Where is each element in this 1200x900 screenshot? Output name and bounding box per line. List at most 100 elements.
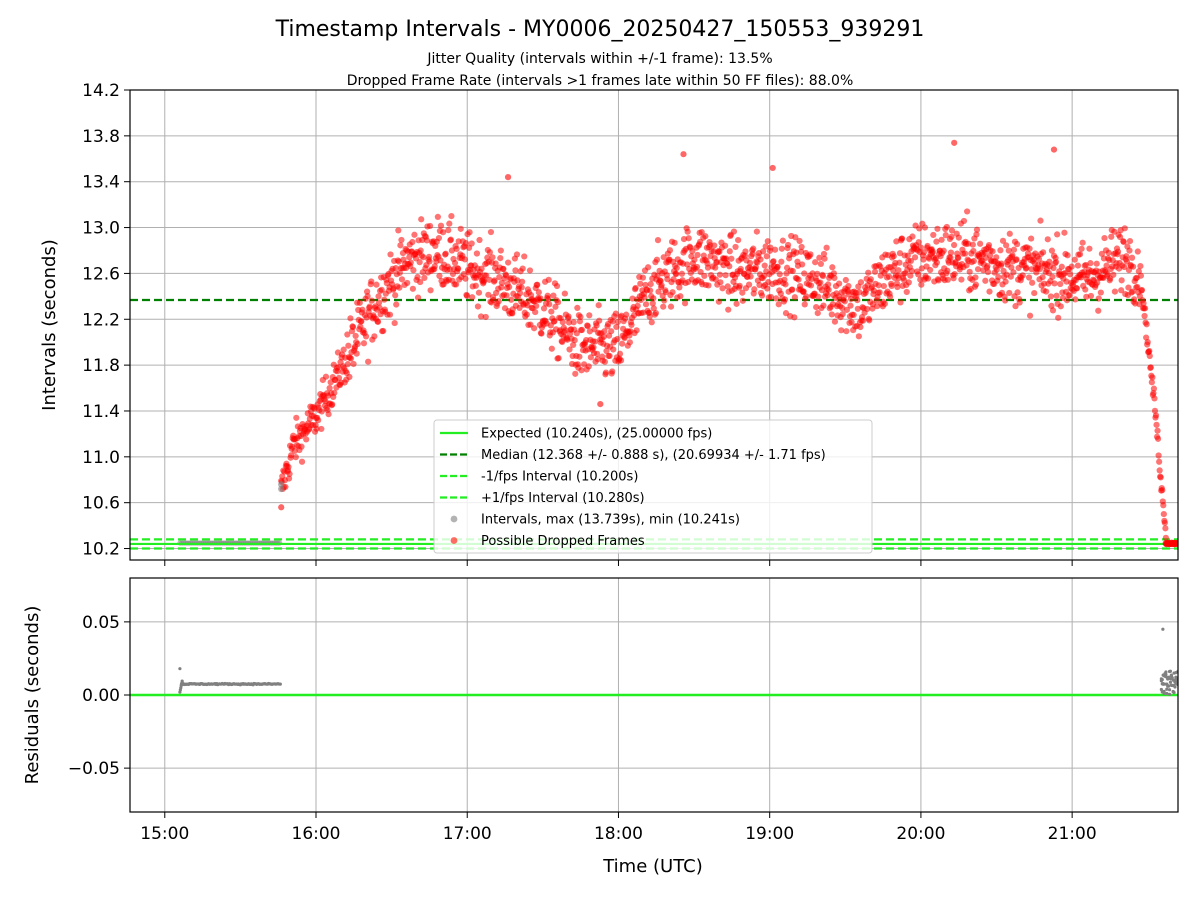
dropped-frame-point [807,251,814,258]
residual-point [1170,676,1174,680]
dropped-frame-point [839,310,846,318]
dropped-frame-point [803,293,810,300]
dropped-frame-point [303,436,310,443]
dropped-frame-point [505,259,512,266]
dropped-frame-point [1050,264,1057,272]
dropped-frame-point [977,240,984,247]
dropped-frame-point [969,241,976,248]
dropped-frame-point [1105,249,1112,256]
residual-point [1160,677,1164,682]
dropped-frame-point [915,271,922,278]
dropped-frame-point [698,228,705,236]
legend-marker [450,515,458,523]
dropped-frame-point [726,263,733,270]
dropped-frame-point [732,243,739,251]
dropped-frame-point [594,350,601,357]
dropped-frame-point [285,463,292,471]
dropped-frame-point [1002,278,1009,285]
dropped-frame-point [414,294,422,301]
dropped-frame-point [453,245,460,252]
dropped-frame-point [486,276,493,283]
dropped-frame-point [907,257,915,265]
dropped-frame-point [776,271,783,278]
residual-point [278,682,282,686]
residual-point [1167,692,1172,696]
dropped-frame-point [514,277,521,284]
dropped-frame-point [540,305,548,312]
dropped-frame-point [876,289,883,296]
dropped-frame-point [626,339,633,346]
residual-point [1169,673,1173,677]
dropped-frame-point [350,360,357,368]
top-y-tick-label: 13.8 [82,127,120,147]
dropped-frame-point [597,400,604,408]
dropped-frame-point [986,288,993,295]
dropped-frame-point [704,264,712,271]
dropped-frame-point [831,318,839,325]
dropped-frame-point [406,254,413,261]
dropped-frame-point [392,292,399,299]
x-tick-label: 15:00 [140,824,189,844]
dropped-frame-point [850,311,857,318]
dropped-frame-point [654,272,661,279]
dropped-frame-point [533,302,540,310]
dropped-frame-point [920,256,927,263]
dropped-frame-point [685,235,692,242]
dropped-frame-point [711,242,718,249]
intervals-panel: Expected (10.240s), (25.00000 fps) Median… [82,81,1179,566]
dropped-frame-point [888,282,895,289]
dropped-frame-point [769,164,776,172]
dropped-frame-point [662,289,669,296]
dropped-frame-point [1067,271,1074,278]
dropped-frame-point [506,283,513,291]
dropped-frame-point [586,312,593,319]
dropped-frame-point [601,328,608,335]
dropped-frame-point [943,223,950,231]
dropped-frame-point [612,310,619,317]
dropped-frame-point [587,354,594,361]
dropped-frame-point [477,313,485,320]
dropped-frame-point [904,252,911,259]
legend-label: Median (12.368 +/- 0.888 s), (20.69934 +… [481,448,826,463]
dropped-frame-point [933,238,940,245]
dropped-frame-point [326,384,333,392]
dropped-frame-point [623,311,630,318]
dropped-frame-point [473,250,480,257]
dropped-frame-point [318,408,325,415]
dropped-frame-point [646,313,653,320]
dropped-frame-point [532,308,539,316]
dropped-frame-point [462,275,469,282]
dropped-frame-point [1118,277,1125,284]
x-axis-title: Time (UTC) [602,856,703,877]
dropped-frame-point [1009,252,1016,259]
dropped-frame-point [694,251,701,259]
dropped-frame-point [719,285,726,292]
dropped-frame-point [1001,297,1009,304]
dropped-frame-point [778,245,785,252]
dropped-frame-point [947,254,954,261]
x-tick-label: 21:00 [1048,824,1097,844]
dropped-frame-point [345,342,352,349]
dropped-frame-point [417,247,424,254]
dropped-frame-point [340,346,347,353]
dropped-frame-point [1019,272,1026,279]
dropped-frame-point [420,254,427,261]
dropped-frame-point [1078,245,1085,252]
dropped-frame-point [1071,256,1078,263]
bottom-y-axis-title: Residuals (seconds) [22,606,43,785]
dropped-frame-point [824,292,831,299]
dropped-frame-point [426,222,434,230]
dropped-frame-point [545,276,552,283]
dropped-frame-point [649,300,656,307]
dropped-frame-point [951,139,958,146]
dropped-frame-point [571,337,578,344]
dropped-frame-point [447,236,454,243]
dropped-frame-point [1052,258,1060,266]
dropped-frame-point [1083,293,1090,300]
dropped-frame-point [1126,247,1133,254]
dropped-frame-point [618,340,626,347]
bottom-plot-area [130,627,1178,697]
dropped-frame-point [989,248,996,255]
dropped-frame-point [1129,288,1136,295]
